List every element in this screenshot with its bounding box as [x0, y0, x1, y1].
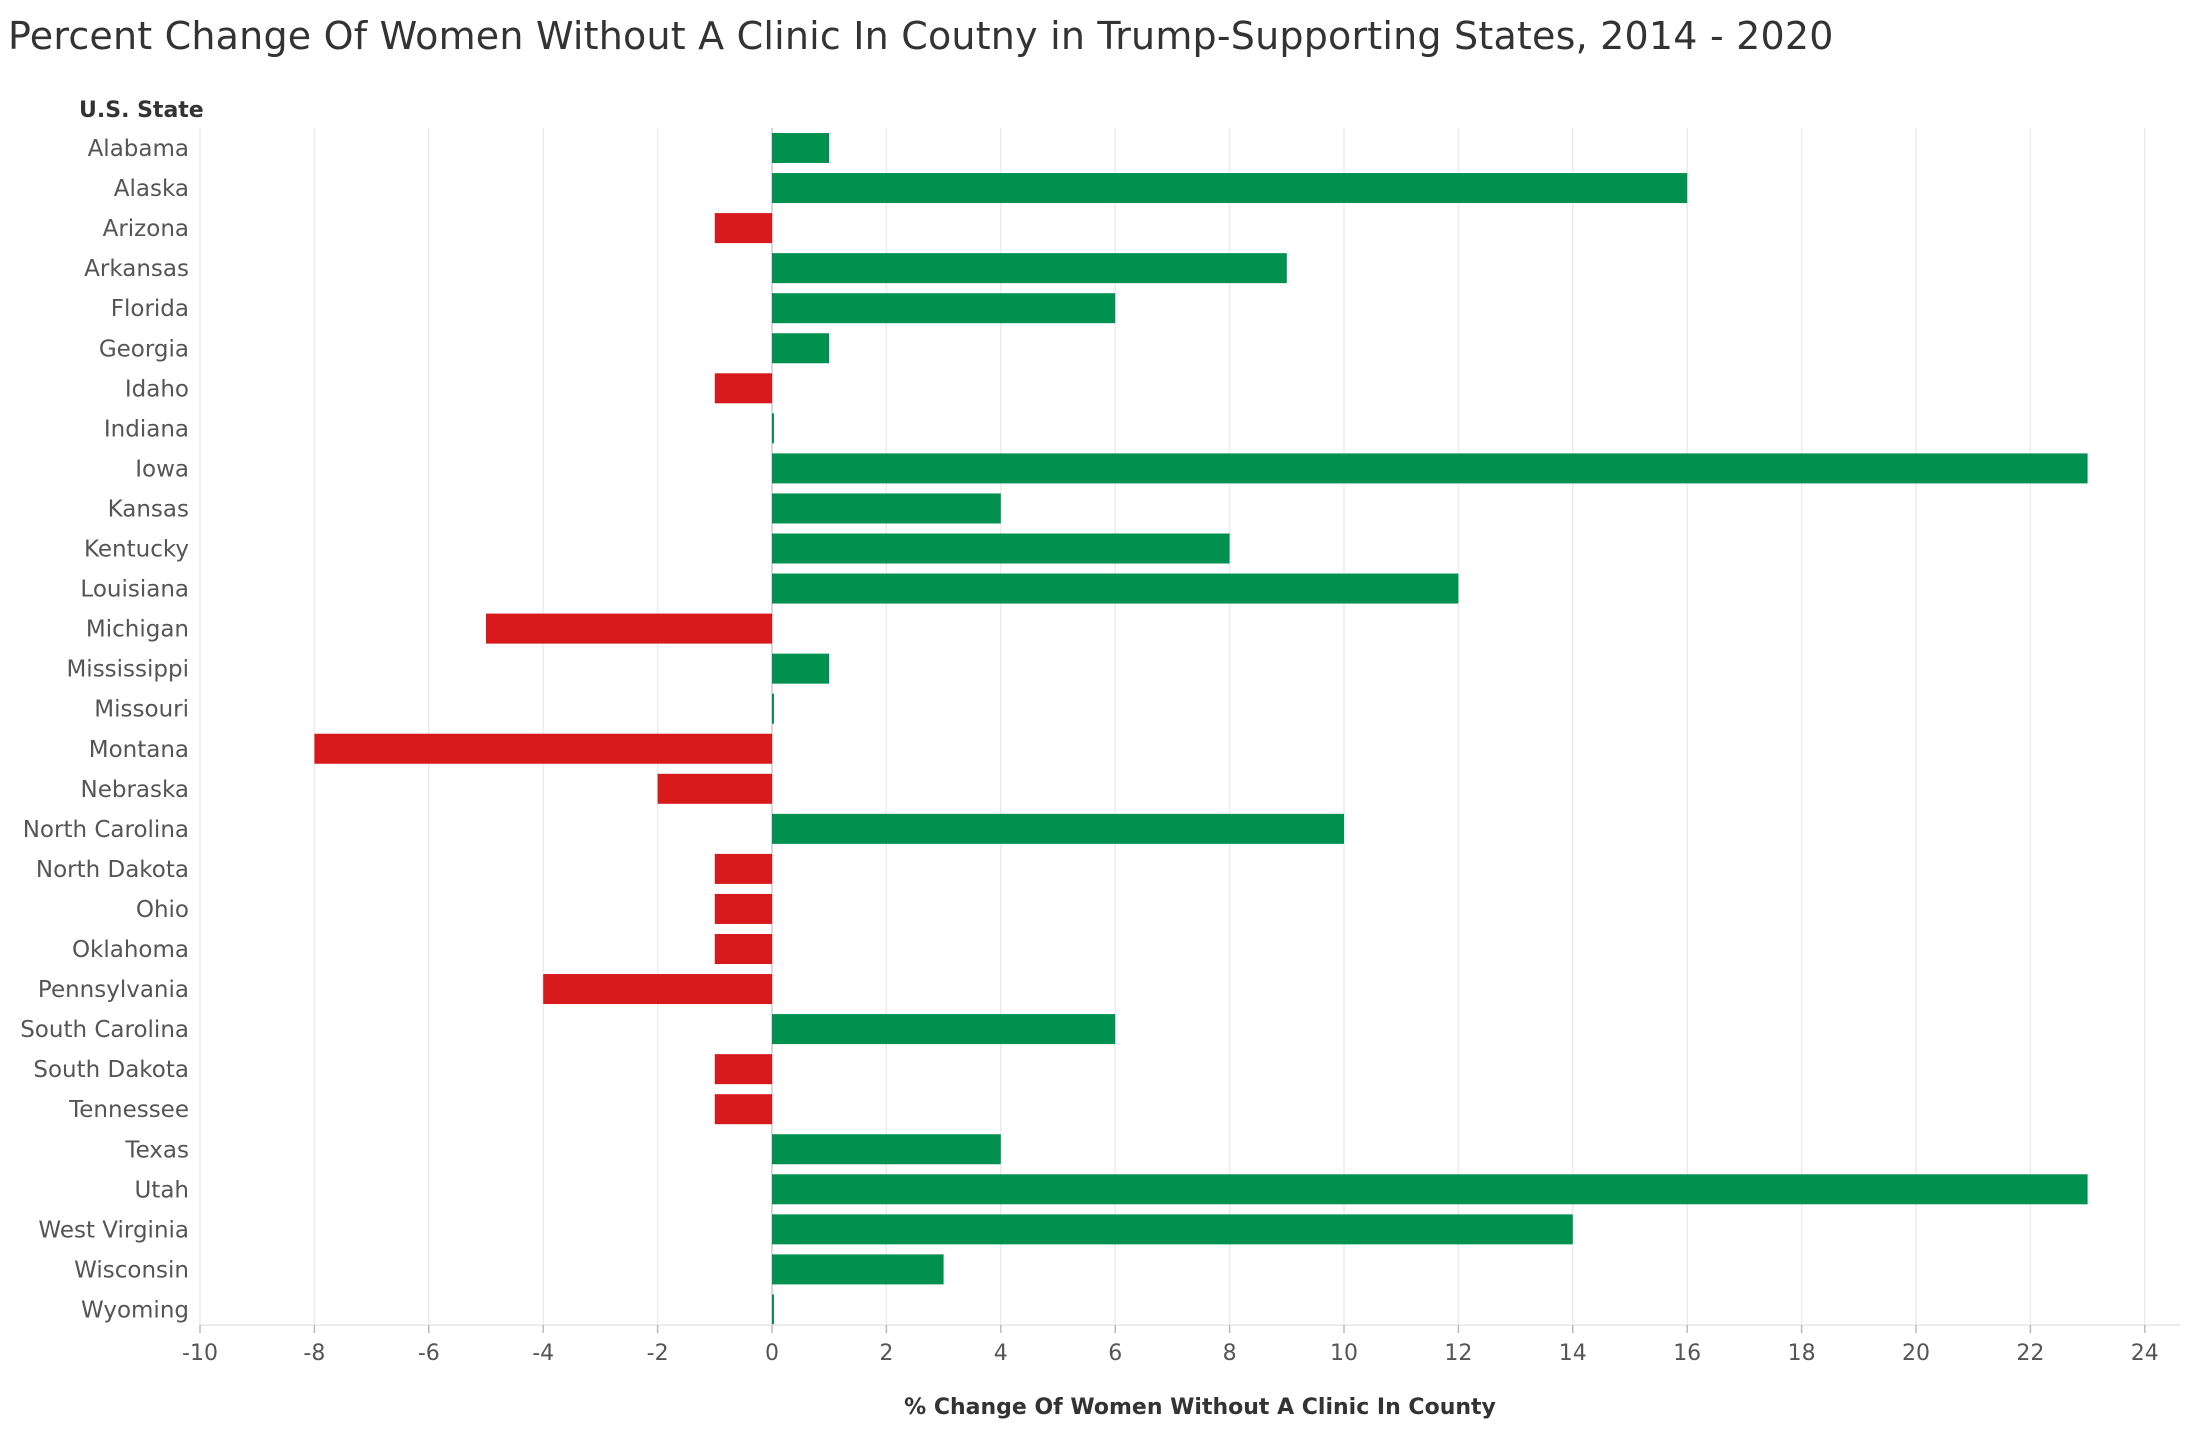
- x-tick-label: 0: [765, 1341, 779, 1366]
- state-label: Arizona: [103, 216, 189, 242]
- bar[interactable]: [772, 574, 1458, 604]
- x-tick-label: -2: [647, 1341, 669, 1366]
- state-label: Alaska: [114, 176, 189, 202]
- bar[interactable]: [772, 493, 1001, 523]
- state-label: North Dakota: [36, 857, 189, 883]
- x-tick-label: 14: [1559, 1341, 1587, 1366]
- gridlines: [200, 128, 2145, 1325]
- bar[interactable]: [772, 1134, 1001, 1164]
- x-tick-label: -4: [532, 1341, 554, 1366]
- state-label: Nebraska: [81, 777, 190, 803]
- bar[interactable]: [543, 974, 772, 1004]
- state-label: Indiana: [104, 416, 189, 442]
- x-tick-label: 18: [1788, 1341, 1816, 1366]
- bar[interactable]: [772, 173, 1687, 203]
- bar[interactable]: [486, 614, 772, 644]
- state-labels: Alabama Alaska Arizona Arkansas Florida Georg…: [20, 136, 189, 1323]
- x-tick-label: 2: [879, 1341, 893, 1366]
- state-label: Arkansas: [84, 256, 189, 282]
- state-label: Montana: [89, 737, 189, 763]
- state-label: South Carolina: [20, 1017, 189, 1043]
- bar[interactable]: [715, 934, 772, 964]
- bar[interactable]: [772, 1294, 774, 1324]
- bar[interactable]: [772, 333, 829, 363]
- state-label: Tennessee: [68, 1097, 189, 1123]
- bars: [314, 133, 2087, 1324]
- x-tick-label: 10: [1330, 1341, 1358, 1366]
- bar[interactable]: [715, 373, 772, 403]
- state-label: Wyoming: [81, 1297, 189, 1323]
- x-tick-label: 22: [2016, 1341, 2044, 1366]
- bar[interactable]: [772, 133, 829, 163]
- x-tick-label: -8: [303, 1341, 325, 1366]
- bar[interactable]: [715, 1054, 772, 1084]
- x-axis: -10 -8 -6 -4 -2 0 2 4 6 8 10 12 14 16 18 20 22 24: [182, 1325, 2180, 1366]
- state-label: Idaho: [125, 376, 189, 402]
- bar[interactable]: [772, 253, 1287, 283]
- x-tick-label: 8: [1223, 1341, 1237, 1366]
- bar[interactable]: [715, 894, 772, 924]
- bar[interactable]: [772, 654, 829, 684]
- bar[interactable]: [715, 854, 772, 884]
- state-label: Ohio: [136, 897, 189, 923]
- x-axis-title: % Change Of Women Without A Clinic In Co…: [904, 1395, 1496, 1420]
- state-label: Missouri: [94, 697, 189, 723]
- state-label: Mississippi: [66, 657, 189, 683]
- state-label: Pennsylvania: [38, 977, 189, 1003]
- bar[interactable]: [772, 694, 774, 724]
- state-label: Wisconsin: [74, 1257, 189, 1283]
- state-label: Texas: [124, 1137, 189, 1163]
- bar[interactable]: [772, 1254, 944, 1284]
- bar[interactable]: [772, 453, 2088, 483]
- state-label: Florida: [111, 296, 189, 322]
- x-tick-label: 24: [2131, 1341, 2159, 1366]
- x-tick-label: 20: [1902, 1341, 1930, 1366]
- x-tick-label: 6: [1108, 1341, 1122, 1366]
- state-label: Utah: [134, 1177, 189, 1203]
- bar[interactable]: [772, 1214, 1573, 1244]
- bar[interactable]: [772, 814, 1344, 844]
- bar[interactable]: [772, 413, 774, 443]
- state-label: Oklahoma: [72, 937, 189, 963]
- bar[interactable]: [658, 774, 772, 804]
- state-label: South Dakota: [33, 1057, 189, 1083]
- bar[interactable]: [314, 734, 772, 764]
- x-tick-label: 4: [994, 1341, 1008, 1366]
- x-tick-label: -6: [418, 1341, 440, 1366]
- state-label: Louisiana: [80, 577, 189, 603]
- bar[interactable]: [772, 293, 1115, 323]
- state-label: West Virginia: [38, 1217, 189, 1243]
- x-tick-label: -10: [182, 1341, 218, 1366]
- state-label: Kansas: [108, 496, 189, 522]
- state-label: Michigan: [86, 617, 189, 643]
- bar[interactable]: [715, 213, 772, 243]
- state-label: Iowa: [135, 456, 189, 482]
- row-header: U.S. State: [79, 98, 204, 123]
- bar[interactable]: [772, 1014, 1115, 1044]
- state-label: Georgia: [99, 336, 189, 362]
- x-tick-label: 16: [1673, 1341, 1701, 1366]
- bar[interactable]: [715, 1094, 772, 1124]
- bar[interactable]: [772, 534, 1230, 564]
- bar[interactable]: [772, 1174, 2088, 1204]
- state-label: North Carolina: [23, 817, 189, 843]
- state-label: Kentucky: [84, 537, 189, 563]
- x-tick-label: 12: [1444, 1341, 1472, 1366]
- state-label: Alabama: [88, 136, 189, 162]
